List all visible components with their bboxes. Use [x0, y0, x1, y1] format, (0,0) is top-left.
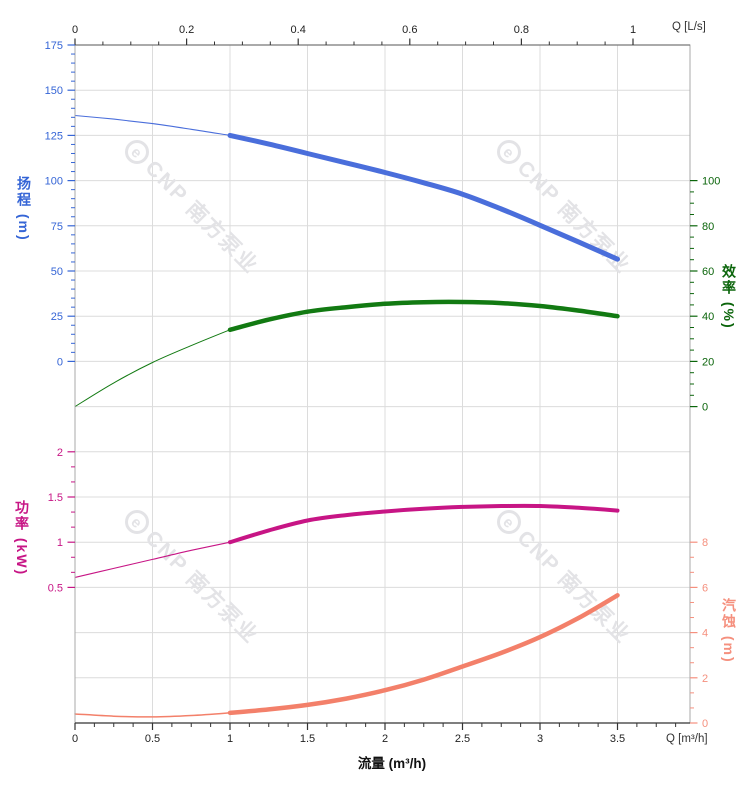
efficiency-axis-tick-label: 80 [702, 221, 714, 233]
top-axis-tick-label: 1 [630, 24, 636, 36]
power-curve-thin [74, 541, 231, 579]
head-curve [227, 132, 620, 262]
npsh-axis-tick-label: 0 [702, 718, 708, 730]
power-axis-tick-label: 1 [57, 537, 63, 549]
watermark-logo-icon [125, 510, 149, 534]
watermark-logo-icon [497, 510, 521, 534]
power-axis-tick-label: 0.5 [48, 582, 63, 594]
bottom-axis-tick-label: 0.5 [145, 733, 160, 745]
top-axis-unit-label: Q [L/s] [672, 21, 706, 33]
npsh-axis-tick-label: 4 [702, 628, 708, 640]
bottom-axis-tick-label: 1 [227, 733, 233, 745]
power-axis-tick-label: 2 [57, 447, 63, 459]
bottom-axis-tick-label: 1.5 [300, 733, 315, 745]
top-axis-tick-label: 0.8 [514, 24, 529, 36]
npsh-axis-title: 汽蚀 (m) [721, 598, 737, 664]
efficiency-curve-thin [74, 329, 231, 408]
bottom-axis-tick-label: 0 [72, 733, 78, 745]
power-curve [228, 503, 620, 545]
bottom-axis-tick-label: 2 [382, 733, 388, 745]
head-axis-tick-label: 175 [45, 40, 63, 52]
x-axis-title: 流量 (m³/h) [357, 756, 427, 771]
head-axis-tick-label: 0 [57, 356, 63, 368]
npsh-axis-tick-label: 6 [702, 582, 708, 594]
efficiency-axis-tick-label: 40 [702, 311, 714, 323]
head-axis-title: 扬程 (m) [16, 176, 32, 242]
bottom-axis-unit-label: Q [m³/h] [666, 733, 708, 745]
head-axis-tick-label: 75 [51, 221, 63, 233]
head-axis-tick-label: 125 [45, 130, 63, 142]
npsh-axis-tick-label: 2 [702, 673, 708, 685]
npsh-curve-thin [74, 712, 231, 718]
efficiency-axis-tick-label: 0 [702, 402, 708, 414]
watermark-logo-icon [497, 140, 521, 164]
watermark-logo-icon [125, 140, 149, 164]
npsh-axis-tick-label: 8 [702, 537, 708, 549]
top-axis-tick-label: 0.2 [179, 24, 194, 36]
power-axis-title: 功率 (kW) [14, 500, 30, 577]
head-axis-tick-label: 100 [45, 176, 63, 188]
watermark-text: CNP 南方泵业 [141, 156, 264, 279]
top-axis-tick-label: 0.6 [402, 24, 417, 36]
efficiency-axis-tick-label: 20 [702, 356, 714, 368]
power-axis-tick-label: 1.5 [48, 492, 63, 504]
head-axis-tick-label: 150 [45, 85, 63, 97]
head-axis-tick-label: 25 [51, 311, 63, 323]
efficiency-axis-tick-label: 100 [702, 176, 720, 188]
bottom-axis-tick-label: 3 [537, 733, 543, 745]
bottom-axis-tick-label: 2.5 [455, 733, 470, 745]
bottom-axis-tick-label: 3.5 [610, 733, 625, 745]
npsh-curve [227, 593, 620, 716]
top-axis-tick-label: 0.4 [291, 24, 306, 36]
efficiency-axis-tick-label: 60 [702, 266, 714, 278]
efficiency-axis-title: 效率 (%) [721, 264, 737, 330]
head-axis-tick-label: 50 [51, 266, 63, 278]
efficiency-curve [227, 299, 620, 333]
top-axis-tick-label: 0 [72, 24, 78, 36]
head-curve-thin [74, 114, 231, 136]
